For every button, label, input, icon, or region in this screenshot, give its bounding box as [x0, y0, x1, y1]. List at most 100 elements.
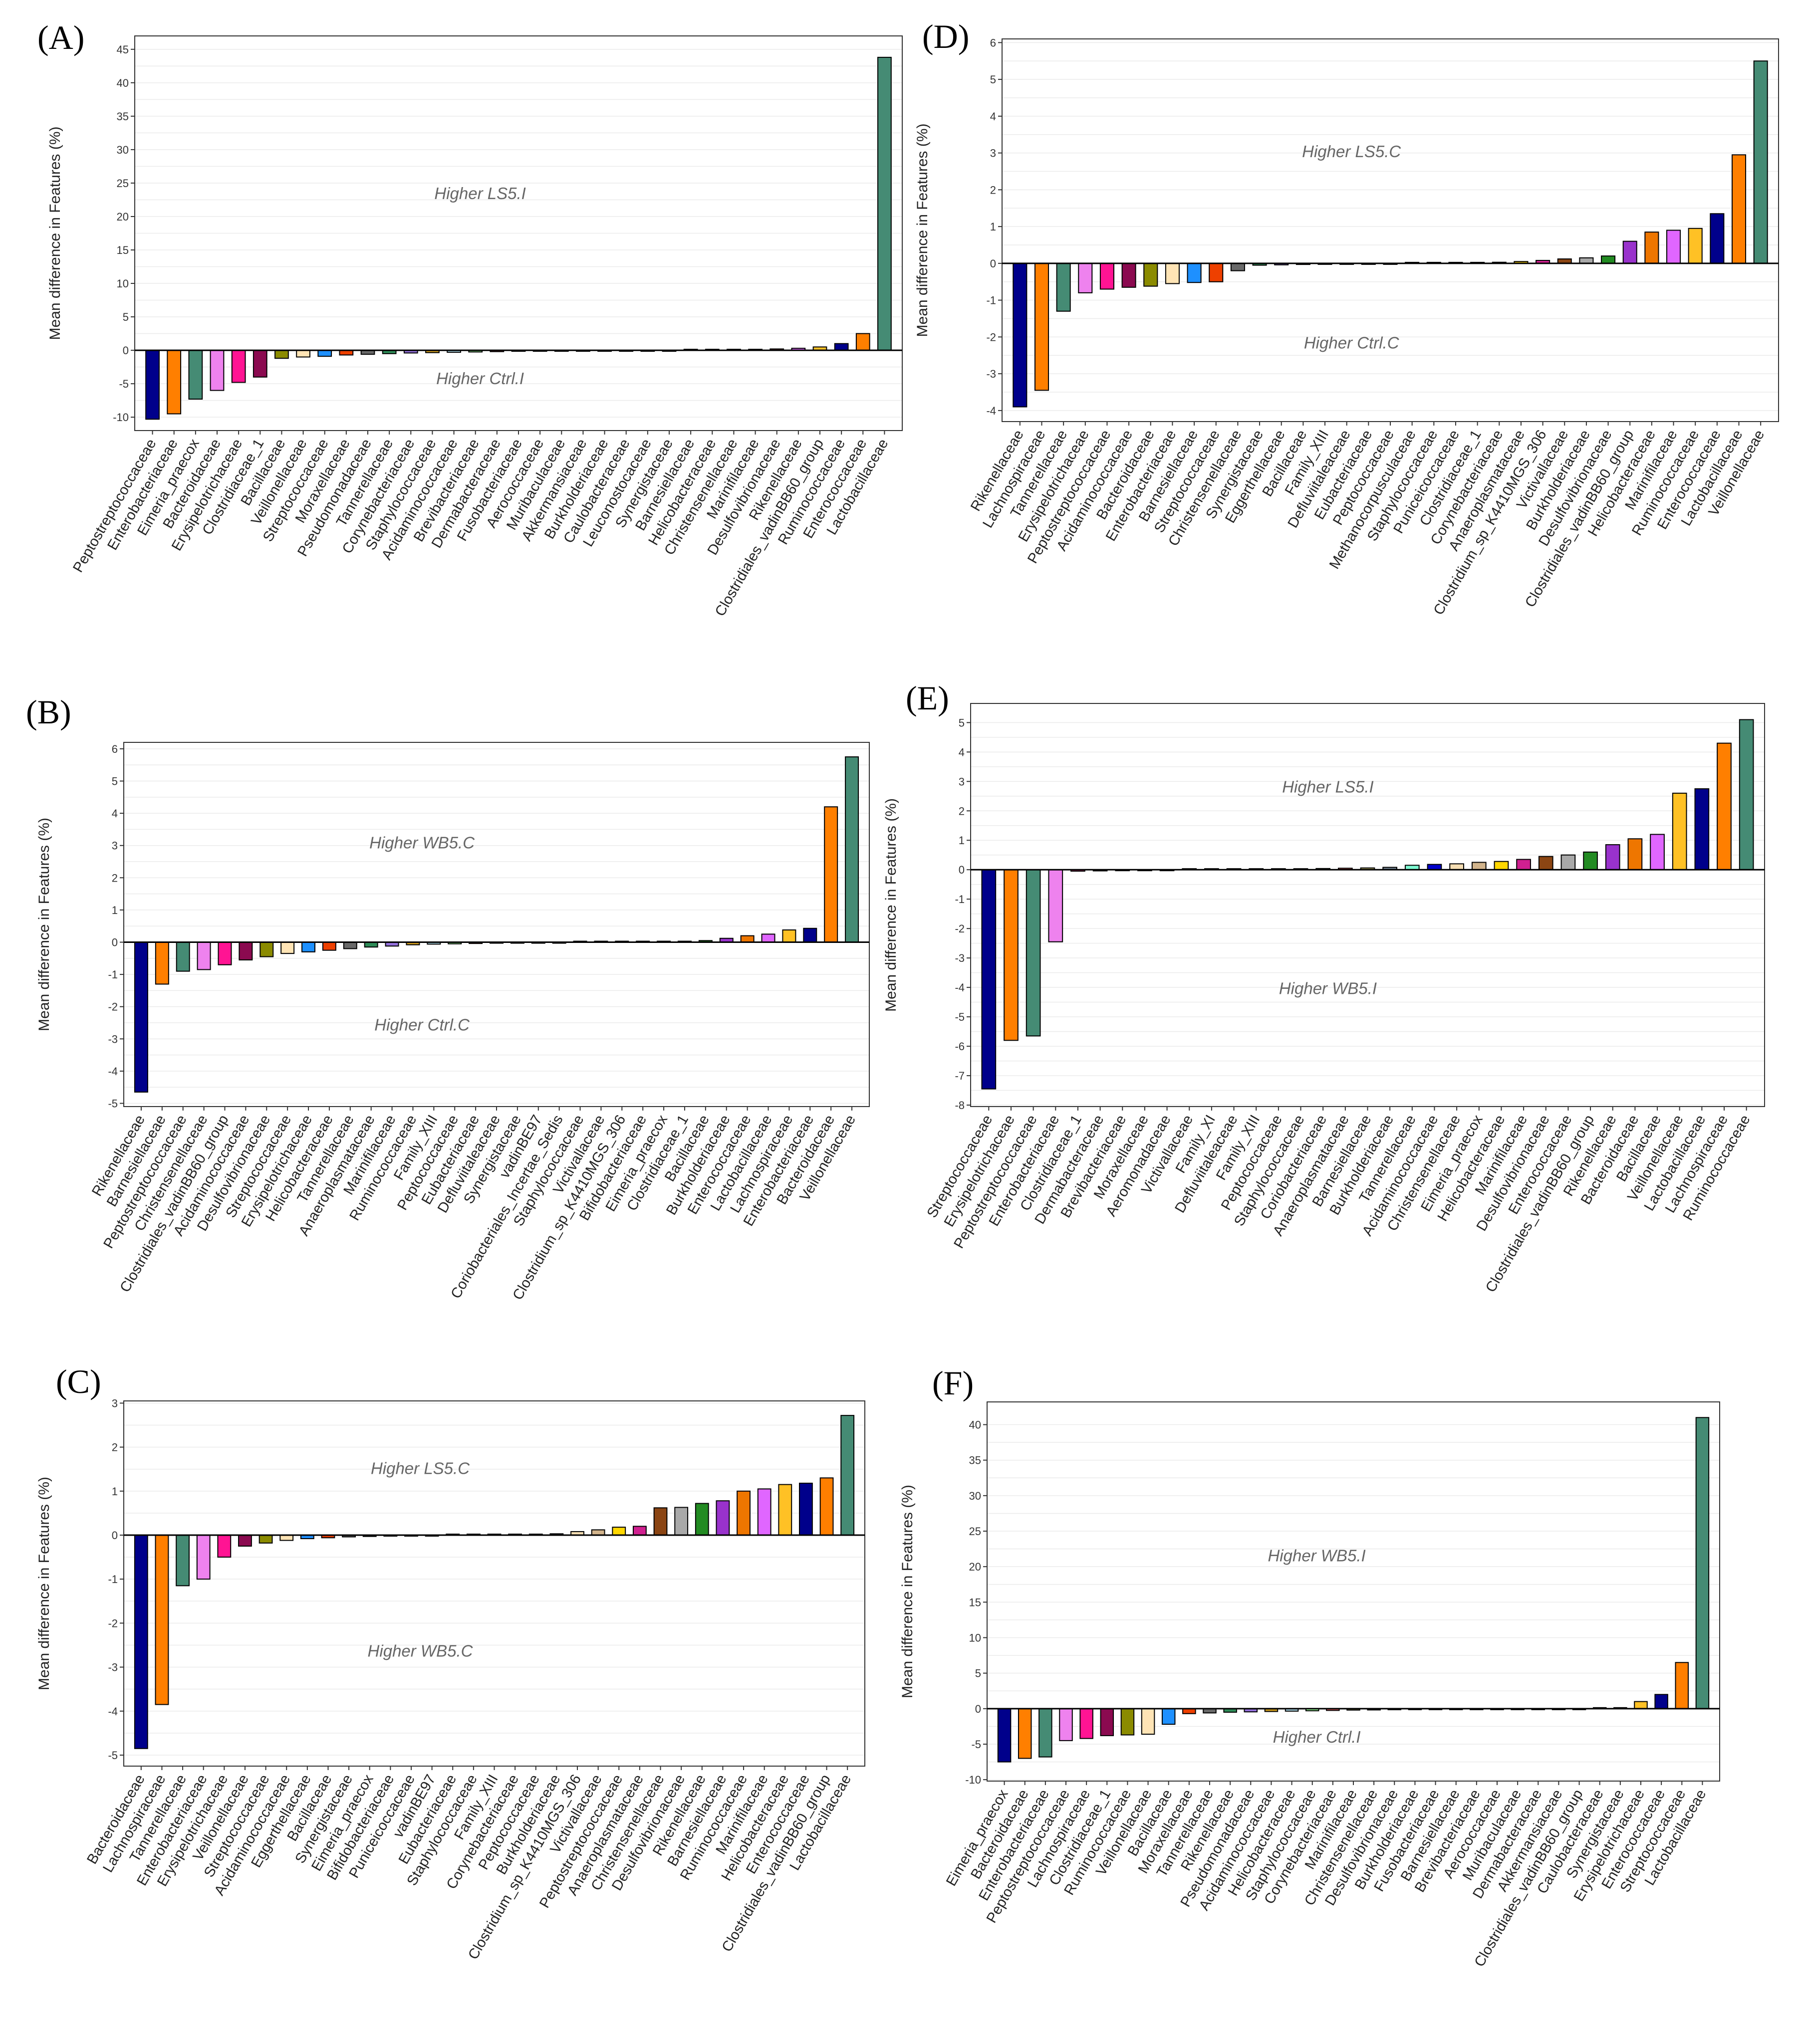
y-tick-label: 2 [112, 1441, 118, 1454]
y-tick-label: 30 [969, 1490, 981, 1502]
plot-frame [1002, 38, 1779, 422]
bar [1494, 861, 1509, 871]
y-tick-label: 1 [112, 904, 118, 916]
bar [591, 1529, 605, 1536]
bar [1056, 262, 1071, 312]
lower-annotation: Higher WB5.C [368, 1641, 474, 1660]
bar [343, 941, 357, 949]
bar [1187, 262, 1202, 283]
y-tick-label: -7 [955, 1070, 965, 1082]
bar [845, 756, 859, 943]
bar [176, 1534, 190, 1587]
bar [1650, 834, 1665, 871]
lower-annotation: Higher Ctrl.C [374, 1015, 470, 1034]
bar [1230, 262, 1245, 271]
bar [301, 941, 316, 952]
upper-annotation: Higher LS5.C [1302, 142, 1401, 161]
bar [997, 1708, 1012, 1763]
upper-annotation: Higher WB5.I [1268, 1546, 1365, 1565]
lower-annotation: Higher WB5.I [1279, 979, 1377, 998]
y-tick-label: 4 [959, 746, 965, 758]
panel-label: (D) [922, 17, 969, 55]
bar [259, 941, 274, 957]
bar [1209, 262, 1224, 282]
y-tick-label: 1 [990, 221, 996, 233]
bar [134, 1534, 148, 1749]
lower-annotation: Higher Ctrl.I [1273, 1728, 1361, 1746]
plot-frame [987, 1401, 1720, 1782]
y-tick-label: 2 [112, 872, 118, 884]
y-tick-label: -3 [955, 952, 965, 964]
bar [317, 350, 332, 357]
y-tick-label: 40 [117, 77, 129, 89]
y-tick-label: 0 [112, 936, 118, 949]
panel-label: (B) [26, 693, 71, 731]
bar [1601, 255, 1616, 264]
bar [1710, 213, 1725, 264]
y-tick-label: -6 [955, 1040, 965, 1053]
bar [1018, 1708, 1032, 1759]
bar [782, 929, 796, 943]
y-axis-title: Mean difference in Features (%) [914, 124, 931, 337]
bar [258, 1534, 273, 1544]
y-tick-label: -3 [108, 1661, 118, 1674]
bar [1079, 1708, 1093, 1739]
y-tick-label: 15 [117, 244, 129, 256]
bar [1099, 262, 1114, 290]
y-tick-label: 5 [959, 716, 965, 729]
bar [218, 941, 232, 965]
bar [167, 350, 182, 415]
y-tick-label: -1 [986, 294, 996, 307]
y-tick-label: 0 [959, 864, 965, 876]
y-tick-label: 5 [975, 1667, 981, 1680]
bar [1634, 1701, 1648, 1709]
bar [145, 350, 160, 420]
y-axis-title: Mean difference in Features (%) [883, 798, 899, 1012]
bar [188, 350, 203, 400]
bar [1013, 262, 1028, 408]
y-tick-label: 3 [112, 840, 118, 852]
panel-label: (F) [932, 1364, 974, 1402]
y-tick-label: 0 [123, 344, 129, 357]
bar [716, 1500, 730, 1536]
y-tick-label: 10 [117, 277, 129, 290]
y-axis-title: Mean difference in Features (%) [36, 818, 52, 1031]
bar [1560, 854, 1576, 871]
y-tick-label: -8 [955, 1099, 965, 1112]
bar [238, 1534, 252, 1547]
bar [1165, 262, 1180, 284]
y-tick-label: -2 [955, 922, 965, 935]
y-tick-label: -5 [119, 378, 129, 390]
y-tick-label: -4 [108, 1065, 118, 1078]
y-tick-label: -2 [108, 1617, 118, 1629]
bar [1579, 257, 1594, 264]
bar [1654, 1694, 1668, 1709]
y-tick-label: -1 [108, 1573, 118, 1586]
y-tick-label: 0 [990, 257, 996, 270]
y-tick-label: 3 [112, 1397, 118, 1409]
y-tick-label: 4 [990, 110, 996, 123]
bar [803, 927, 817, 943]
bar [196, 1534, 211, 1580]
bar [799, 1482, 813, 1536]
bar [1141, 1708, 1155, 1735]
bar [197, 941, 211, 970]
bar [1675, 1662, 1689, 1709]
y-tick-label: -1 [108, 968, 118, 981]
bar [1004, 869, 1019, 1041]
bar [279, 1534, 294, 1541]
panel-A: (A) -10 -5 0 5 10 15 20 25 30 35 40 45 Mean differenc… [37, 18, 903, 619]
bar [855, 333, 870, 351]
y-tick-label: -5 [108, 1098, 118, 1110]
panel-D: (D) -4 -3 -2 -1 0 1 2 3 4 5 6 Mean difference in Fea… [914, 17, 1779, 618]
bar [981, 869, 997, 1090]
bar [757, 1488, 772, 1536]
bar [280, 941, 295, 954]
y-tick-label: 6 [112, 743, 118, 755]
y-axis-title: Mean difference in Features (%) [36, 1477, 52, 1690]
category-label: Peptostreptococcaceae [70, 437, 159, 575]
bar [1161, 1708, 1176, 1725]
y-tick-label: 40 [969, 1419, 981, 1431]
y-tick-label: 3 [990, 147, 996, 160]
